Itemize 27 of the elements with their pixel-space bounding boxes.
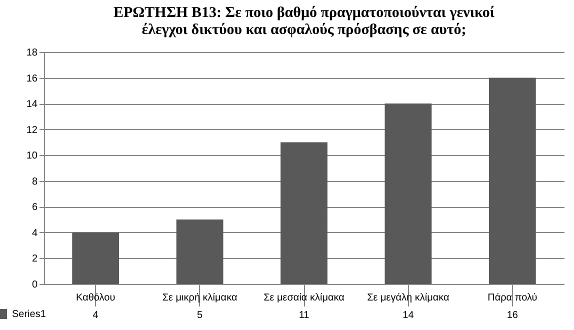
data-label: 16 bbox=[506, 310, 518, 321]
chart-title: ΕΡΩΤΗΣΗ Β13: Σε ποιο βαθμό πραγματοποιούνται γενικοί έλεγχοι δικτύου και ασφαλούς πρόσβασης σε αυτό; bbox=[113, 5, 495, 38]
data-label: 5 bbox=[197, 310, 204, 321]
bar bbox=[176, 220, 224, 284]
data-label: 14 bbox=[402, 310, 414, 321]
bar bbox=[72, 232, 120, 284]
y-tick-label: 0 bbox=[32, 280, 38, 290]
y-tick-label: 12 bbox=[26, 124, 38, 136]
x-tick-label: Σε μικρή κλίμακα bbox=[162, 292, 238, 304]
y-tick-label: 16 bbox=[26, 73, 38, 84]
legend-label: Series1 bbox=[12, 309, 46, 320]
y-tick-label: 18 bbox=[26, 48, 38, 58]
y-tick-label: 14 bbox=[26, 99, 38, 110]
y-tick-label: 10 bbox=[26, 150, 38, 162]
x-tick-label: Πάρα πολύ bbox=[488, 292, 538, 304]
bar bbox=[280, 142, 328, 284]
data-label: 4 bbox=[92, 310, 99, 321]
x-tick-label: Σε μεσαία κλίμακα bbox=[264, 292, 345, 304]
y-tick-label: 2 bbox=[32, 254, 38, 265]
y-tick-label: 4 bbox=[32, 228, 38, 239]
bar bbox=[384, 104, 432, 284]
y-tick-label: 8 bbox=[32, 176, 38, 188]
x-tick-label: Καθόλου bbox=[76, 292, 116, 304]
y-tick-label: 6 bbox=[32, 202, 38, 214]
bar bbox=[488, 78, 536, 284]
x-tick-label: Σε μεγάλη κλίμακα bbox=[367, 292, 450, 304]
data-label: 11 bbox=[298, 310, 310, 321]
